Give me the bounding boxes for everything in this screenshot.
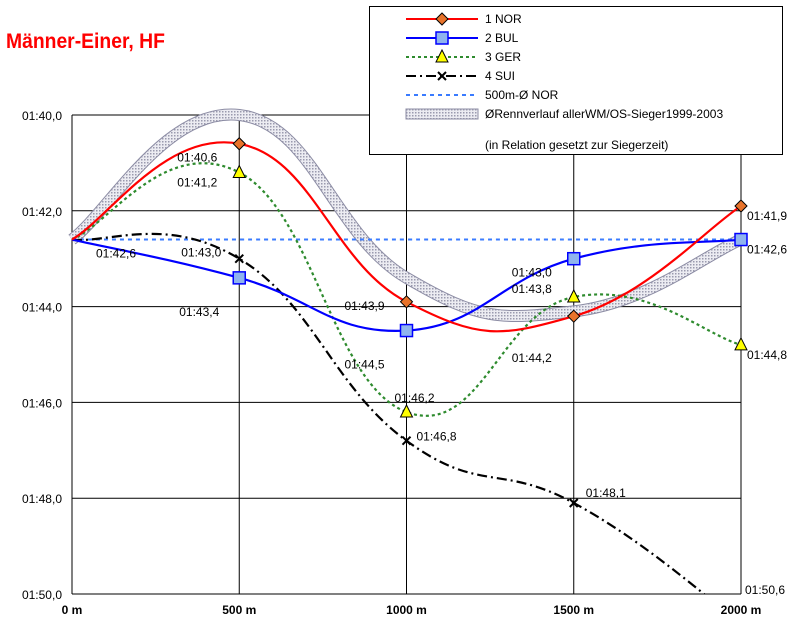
x-tick-label: 1500 m: [553, 603, 594, 617]
chart-title: Männer-Einer, HF: [6, 30, 165, 53]
legend-label: ØRennverlauf allerWM/OS-Sieger1999-2003: [485, 107, 723, 121]
y-tick-label: 01:50,0: [22, 588, 62, 602]
y-tick-label: 01:42,0: [22, 205, 62, 219]
legend-swatch: [405, 108, 479, 120]
data-point-marker: [569, 498, 579, 508]
legend-marker: [437, 71, 447, 81]
data-label: 01:44,5: [345, 358, 385, 372]
legend-marker: [435, 12, 449, 26]
y-tick-label: 01:48,0: [22, 492, 62, 506]
series-line-1-nor: [71, 141, 742, 333]
x-tick-label: 0 m: [62, 603, 83, 617]
data-point-marker: [399, 323, 414, 338]
data-label: 01:41,2: [177, 175, 217, 189]
x-tick-label: 500 m: [222, 603, 256, 617]
legend-subtext: (in Relation gesetzt zur Siegerzeit): [485, 138, 669, 152]
series-line-3-ger: [71, 162, 742, 417]
y-tick-label: 01:44,0: [22, 301, 62, 315]
data-point-marker: [734, 199, 748, 213]
y-tick-label: 01:46,0: [22, 396, 62, 410]
data-point-marker: [566, 288, 581, 303]
data-label: 01:46,2: [395, 391, 435, 405]
legend-label: 500m-Ø NOR: [485, 88, 559, 102]
legend-label: 3 GER: [485, 50, 521, 64]
data-point-marker: [232, 137, 246, 151]
data-point-marker: [401, 436, 412, 446]
data-point-marker: [734, 232, 748, 247]
chart-legend: 1 NOR 2 BUL 3 GER 4 SUI 500m-Ø NOR ØRennverla…: [369, 6, 783, 155]
data-point-marker: [567, 309, 581, 323]
data-label: 01:44,2: [512, 351, 552, 365]
data-label: 01:40,6: [177, 151, 217, 165]
data-point-marker: [567, 251, 581, 266]
data-label: 01:42,6: [747, 243, 787, 257]
data-point-marker: [399, 295, 414, 309]
x-tick-label: 1000 m: [386, 603, 427, 617]
data-label: 01:42,6: [96, 247, 136, 261]
data-label: 01:41,9: [747, 209, 787, 223]
data-label: 01:43,8: [512, 282, 552, 296]
data-point-marker: [734, 336, 748, 351]
y-tick-label: 01:40,0: [22, 109, 62, 123]
x-tick-label: 2000 m: [721, 603, 762, 617]
data-label: 01:50,6: [745, 583, 785, 597]
data-label: 01:48,1: [586, 486, 626, 500]
legend-marker: [435, 48, 449, 63]
data-label: 01:43,9: [345, 299, 385, 313]
legend-label: 2 BUL: [485, 31, 519, 45]
data-point-marker: [234, 253, 244, 264]
data-label: 01:46,8: [417, 430, 457, 444]
data-point-marker: [399, 403, 414, 418]
legend-label: 1 NOR: [485, 12, 522, 26]
legend-marker: [435, 31, 449, 45]
data-label: 01:43,0: [181, 246, 221, 260]
data-label: 01:43,0: [512, 266, 552, 280]
data-label: 01:44,8: [747, 348, 787, 362]
legend-label: 4 SUI: [485, 69, 515, 83]
data-point-marker: [232, 271, 246, 285]
series-line-avg-winners: [68, 109, 744, 321]
data-point-marker: [232, 164, 247, 178]
data-label: 01:43,4: [179, 305, 219, 319]
